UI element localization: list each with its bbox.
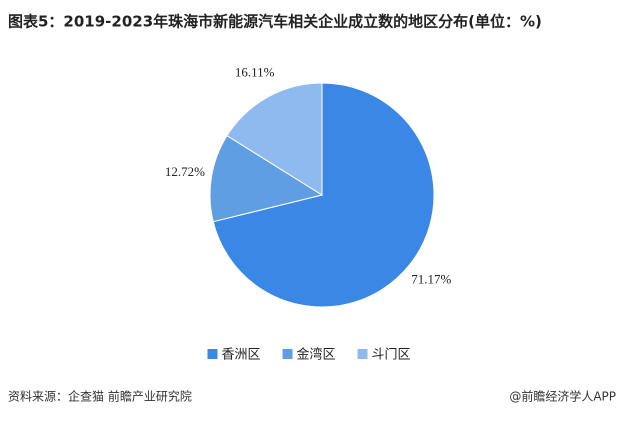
data-label: 16.11% <box>235 65 275 80</box>
legend-swatch <box>207 349 218 359</box>
legend-swatch <box>282 349 293 359</box>
source: 资料来源：企查猫 前瞻产业研究院 <box>8 389 192 404</box>
legend-swatch <box>357 349 368 359</box>
pie-slice <box>212 82 435 308</box>
data-label: 12.72% <box>165 164 205 179</box>
pie-slice <box>209 134 324 223</box>
legend-label: 斗门区 <box>372 348 411 363</box>
data-label: 71.17% <box>411 272 451 287</box>
pie-slice <box>226 82 323 196</box>
legend-label: 金湾区 <box>297 347 336 363</box>
legend-label: 香洲区 <box>222 348 261 363</box>
chart-title: 图表5：2019-2023年珠海市新能源汽车相关企业成立数的地区分布(单位：%) <box>8 13 542 31</box>
credit: @前瞻经济学人APP <box>509 389 616 404</box>
